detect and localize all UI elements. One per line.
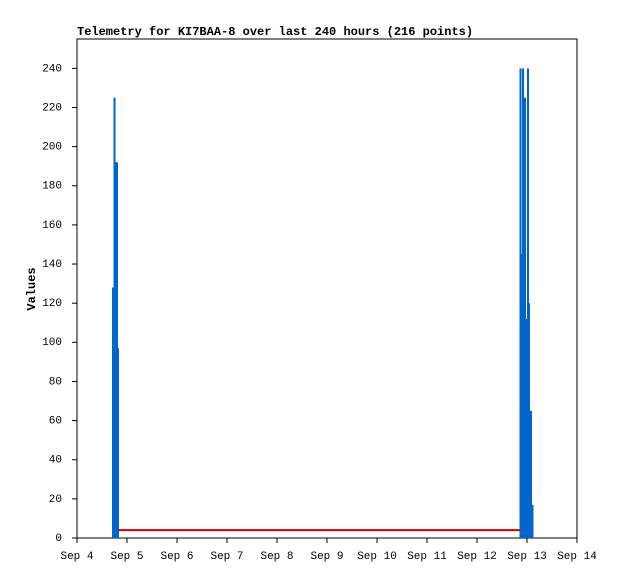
bar [112, 287, 114, 538]
bar [531, 504, 534, 538]
chart-title: Telemetry for KI7BAA-8 over last 240 hou… [77, 25, 473, 39]
bar [525, 318, 527, 538]
y-tick-label: 120 [42, 298, 62, 310]
y-tick-label: 200 [42, 142, 62, 154]
x-tick-label: Sep 10 [357, 551, 397, 563]
x-tick-label: Sep 8 [260, 551, 293, 563]
y-tick-label: 140 [42, 259, 62, 271]
bar [530, 410, 532, 538]
y-tick-label: 180 [42, 181, 62, 193]
y-tick-label: 20 [49, 494, 62, 506]
y-tick-label: 240 [42, 63, 62, 75]
y-tick-label: 80 [49, 376, 62, 388]
x-tick-label: Sep 14 [557, 551, 597, 563]
y-tick-label: 160 [42, 220, 62, 232]
y-tick-label: 40 [49, 455, 62, 467]
x-tick-label: Sep 7 [210, 551, 243, 563]
bar [113, 97, 116, 539]
x-tick-label: Sep 11 [407, 551, 447, 563]
y-tick-label: 220 [42, 102, 62, 114]
x-tick-label: Sep 9 [310, 551, 343, 563]
y-tick-label: 60 [49, 415, 62, 427]
bar [524, 97, 526, 539]
x-tick-label: Sep 4 [60, 551, 93, 563]
bar [528, 303, 530, 538]
y-tick-label: 0 [55, 533, 62, 545]
x-tick-label: Sep 5 [110, 551, 143, 563]
y-tick-label: 100 [42, 337, 62, 349]
x-tick-label: Sep 13 [507, 551, 547, 563]
x-tick-label: Sep 12 [457, 551, 497, 563]
x-tick-label: Sep 6 [160, 551, 193, 563]
y-axis-label: Values [25, 267, 39, 310]
bar [117, 348, 119, 538]
bar [520, 254, 523, 539]
